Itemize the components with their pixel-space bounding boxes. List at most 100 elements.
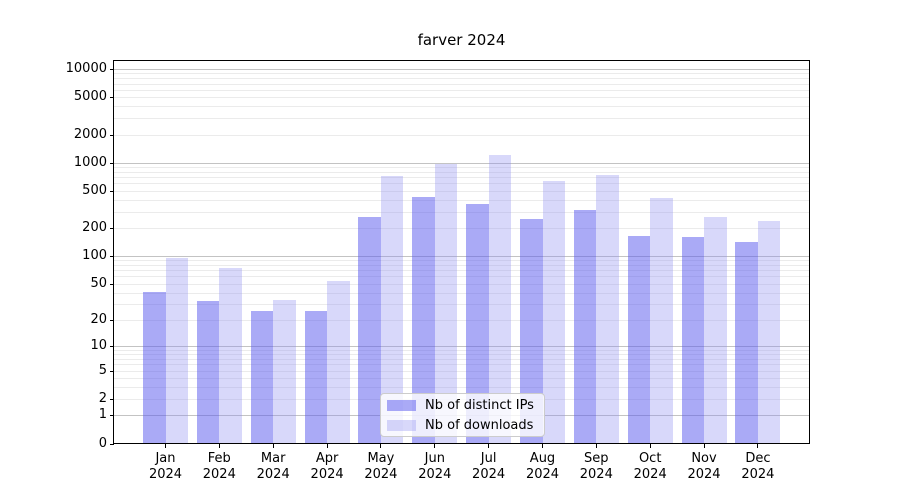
gridline-minor [114,177,809,179]
y-tick-label: 5 [98,362,107,378]
bar-downloads-dec [757,221,781,444]
gridline-minor [114,349,809,351]
y-tick-label: 0 [98,435,107,451]
x-tick-label: Nov 2024 [687,451,721,482]
gridline-minor [114,292,809,294]
gridline-minor [114,83,809,85]
gridline-minor [114,78,809,80]
x-tick-mark [595,444,597,448]
y-tick-mark [110,97,114,99]
gridline-minor [114,303,809,305]
y-tick-mark [110,190,114,192]
bar-distinct-ips-jan [143,291,166,444]
gridline-minor [114,190,809,192]
gridline-minor [114,354,809,356]
gridline-minor [114,359,809,360]
y-tick-label: 200 [82,219,107,235]
legend-item-distinct-ips: Nb of distinct IPs [387,396,544,414]
x-tick-label: Aug 2024 [525,451,560,482]
legend-label-distinct-ips: Nb of distinct IPs [425,397,534,413]
y-tick-mark [110,370,114,372]
gridline-minor [114,106,809,108]
gridline-major [114,162,809,164]
y-tick-mark [110,319,114,321]
x-tick-mark [542,444,543,448]
gridline-major [114,346,809,347]
x-tick-mark [272,444,274,448]
y-tick-label: 10 [90,338,107,353]
x-tick-mark [165,444,166,448]
gridline-minor [114,167,809,168]
bar-downloads-jan [165,258,188,444]
gridline-minor [114,283,809,285]
bar-distinct-ips-may [358,216,381,444]
legend: Nb of distinct IPs Nb of downloads [380,393,545,437]
gridline-minor [114,364,809,366]
gridline-minor [114,276,809,278]
gridline-minor [114,199,809,201]
x-tick-label: Mar 2024 [256,451,290,482]
bar-downloads-jun [434,164,458,444]
x-tick-mark [380,444,382,448]
gridline-minor [114,387,809,389]
y-tick-label: 10000 [65,61,107,77]
legend-item-downloads: Nb of downloads [387,416,544,434]
gridline-minor [114,270,809,272]
y-tick-label: 50 [90,275,107,291]
x-tick-label: Sep 2024 [579,451,613,482]
gridline-minor [114,260,809,262]
x-tick-label: Jan 2024 [148,451,183,482]
y-tick-label: 1000 [73,154,107,170]
bar-distinct-ips-nov [681,237,704,444]
bar-downloads-may [380,175,404,444]
y-tick-mark [110,283,114,285]
y-tick-mark [110,346,114,347]
x-tick-label: Apr 2024 [310,451,344,482]
y-tick-label: 100 [82,247,107,263]
gridline-major [114,255,809,257]
bar-downloads-apr [327,280,350,444]
bar-distinct-ips-jul [466,204,489,444]
legend-swatch-distinct-ips [387,399,416,411]
y-tick-mark [110,398,114,400]
y-tick-mark [110,443,114,445]
y-tick-label: 2000 [73,126,107,142]
gridline-minor [114,97,809,99]
bar-downloads-oct [650,198,673,444]
bar-distinct-ips-dec [735,242,758,444]
x-tick-label: May 2024 [364,451,398,482]
bar-downloads-sep [596,175,619,444]
gridline-minor [114,171,809,173]
gridline-major [114,69,809,71]
x-tick-mark [703,444,705,448]
bar-distinct-ips-aug [520,219,543,444]
y-tick-label: 500 [82,182,107,198]
y-tick-mark [110,227,114,229]
y-tick-mark [110,255,114,257]
bar-downloads-feb [219,267,242,444]
y-tick-label: 5000 [73,89,107,105]
bar-distinct-ips-jun [412,196,435,444]
x-tick-label: Jun 2024 [418,451,452,482]
y-tick-mark [110,69,114,71]
gridline-minor [114,319,809,321]
gridline-minor [114,134,809,136]
gridline-minor [114,264,809,266]
x-tick-mark [218,444,220,448]
bar-distinct-ips-feb [196,301,220,444]
legend-swatch-downloads [387,419,416,431]
legend-label-downloads: Nb of downloads [425,417,534,433]
x-tick-label: Oct 2024 [633,451,667,482]
gridline-minor [114,227,809,229]
x-tick-mark [488,444,490,448]
gridline-minor [114,183,809,185]
x-tick-label: Dec 2024 [741,451,775,482]
x-tick-label: Jul 2024 [472,451,506,482]
y-tick-mark [110,134,114,136]
gridline-minor [114,118,809,120]
bar-downloads-aug [542,181,565,444]
y-tick-label: 1 [98,407,107,423]
x-tick-mark [757,444,759,448]
